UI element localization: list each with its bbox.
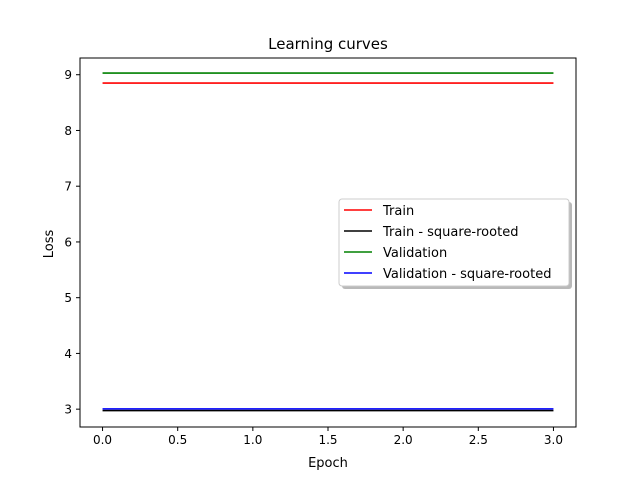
y-tick-label: 9	[64, 68, 72, 82]
x-tick-label: 3.0	[544, 433, 563, 447]
y-tick-label: 8	[64, 124, 72, 138]
x-tick-label: 2.0	[394, 433, 413, 447]
plot-area: 0.0 0.5 1.0 1.5 2.0 2.5 3.0 3 4 5 6 7 8 9 Train Train -…	[64, 57, 577, 447]
y-tick-label: 7	[64, 180, 72, 194]
y-tick-label: 5	[64, 291, 72, 305]
legend-label-1: Train - square-rooted	[382, 225, 518, 240]
chart-title: Learning curves	[268, 35, 388, 53]
legend-label-0: Train	[382, 204, 414, 219]
x-tick-label: 0.0	[93, 433, 112, 447]
y-tick-label: 3	[64, 403, 72, 417]
legend-label-3: Validation - square-rooted	[383, 267, 551, 282]
y-tick-label: 6	[64, 235, 72, 249]
x-tick-label: 2.5	[469, 433, 488, 447]
legend-label-2: Validation	[383, 246, 447, 261]
x-tick-label: 1.0	[243, 433, 262, 447]
y-axis-label: Loss	[42, 230, 57, 259]
legend-box	[338, 198, 570, 287]
legend: Train Train - square-rooted Validation Vali…	[338, 198, 572, 289]
x-tick-label: 1.5	[318, 433, 337, 447]
x-axis-label: Epoch	[308, 456, 348, 471]
x-tick-label: 0.5	[168, 433, 187, 447]
y-tick-label: 4	[64, 347, 72, 361]
